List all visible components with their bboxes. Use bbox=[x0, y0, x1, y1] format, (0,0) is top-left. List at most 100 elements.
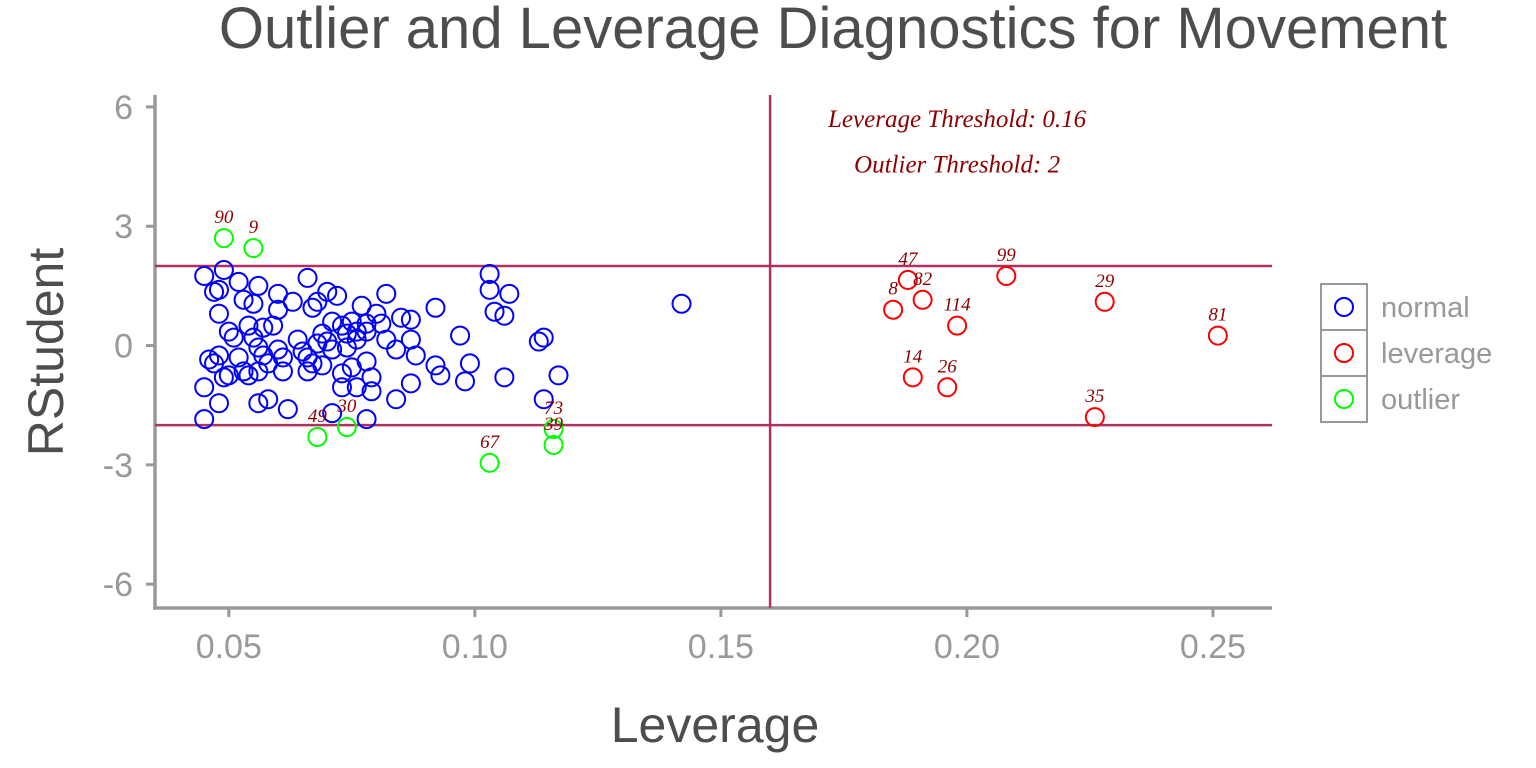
normal-point bbox=[208, 303, 229, 324]
point-label: 49 bbox=[308, 406, 328, 427]
normal-point bbox=[366, 303, 387, 324]
legend-label-outlier: outlier bbox=[1381, 384, 1460, 416]
normal-point bbox=[272, 347, 293, 368]
normal-point bbox=[218, 365, 239, 386]
y-tick-label: -6 bbox=[103, 566, 133, 604]
x-tick-label: 0.25 bbox=[1180, 628, 1246, 666]
point-label: 35 bbox=[1084, 386, 1104, 407]
normal-point bbox=[248, 275, 269, 296]
y-axis-title: RStudent bbox=[18, 248, 74, 457]
point-label: 90 bbox=[214, 207, 234, 228]
normal-point bbox=[376, 283, 397, 304]
chart-title: Outlier and Leverage Diagnostics for Mov… bbox=[219, 0, 1447, 61]
leverage-point bbox=[1094, 291, 1115, 312]
normal-point bbox=[455, 371, 476, 392]
normal-point bbox=[405, 345, 426, 366]
outlier-point bbox=[307, 427, 328, 447]
normal-point bbox=[528, 331, 549, 352]
normal-point bbox=[238, 315, 259, 336]
normal-point bbox=[479, 263, 500, 284]
normal-point bbox=[238, 365, 259, 386]
y-tick-label: 0 bbox=[114, 328, 133, 366]
normal-point bbox=[533, 389, 554, 410]
normal-point bbox=[208, 345, 229, 366]
legend: normal leverage outlier bbox=[1320, 283, 1492, 423]
point-label: 9 bbox=[249, 217, 259, 238]
normal-point bbox=[243, 327, 264, 348]
normal-point bbox=[322, 403, 343, 424]
normal-point bbox=[248, 361, 269, 382]
normal-point bbox=[361, 367, 382, 388]
normal-point bbox=[499, 283, 520, 304]
normal-point bbox=[391, 307, 412, 328]
normal-point bbox=[479, 279, 500, 300]
leverage-point bbox=[897, 269, 918, 290]
normal-point bbox=[322, 339, 343, 360]
normal-point bbox=[272, 361, 293, 382]
normal-point bbox=[223, 327, 244, 348]
x-tick-label: 0.20 bbox=[934, 628, 1000, 666]
normal-point bbox=[194, 409, 215, 430]
normal-point bbox=[322, 311, 343, 332]
legend-label-normal: normal bbox=[1381, 292, 1470, 324]
outlier-point bbox=[479, 452, 500, 473]
leverage-point bbox=[1207, 325, 1228, 346]
normal-point bbox=[484, 301, 505, 322]
legend-key-outlier bbox=[1320, 375, 1368, 423]
normal-point bbox=[312, 355, 333, 376]
outlier-point bbox=[213, 228, 234, 249]
normal-point bbox=[356, 409, 377, 430]
point-label: 30 bbox=[336, 396, 357, 417]
normal-point bbox=[208, 393, 229, 414]
normal-point bbox=[258, 389, 279, 410]
normal-point bbox=[233, 361, 254, 382]
x-tick-label: 0.10 bbox=[442, 628, 508, 666]
leverage-point bbox=[996, 265, 1017, 286]
normal-point bbox=[228, 347, 249, 368]
y-tick-label: 6 bbox=[114, 89, 133, 127]
normal-point bbox=[450, 325, 471, 346]
normal-point bbox=[199, 349, 220, 370]
point-label: 8 bbox=[888, 279, 898, 300]
normal-point bbox=[376, 329, 397, 350]
normal-point bbox=[233, 289, 254, 310]
y-tick-label: 3 bbox=[114, 208, 133, 246]
normal-point bbox=[194, 377, 215, 398]
x-tick-label: 0.15 bbox=[688, 628, 754, 666]
normal-point bbox=[302, 297, 323, 318]
normal-point bbox=[331, 377, 352, 398]
point-label: 99 bbox=[997, 245, 1017, 266]
normal-point bbox=[218, 321, 239, 342]
normal-point bbox=[361, 381, 382, 402]
leverage-point bbox=[1084, 407, 1105, 428]
point-label: 26 bbox=[938, 356, 958, 377]
normal-point bbox=[287, 329, 308, 350]
leverage-point bbox=[912, 289, 933, 310]
normal-point bbox=[243, 293, 264, 314]
normal-point bbox=[307, 291, 328, 312]
normal-point bbox=[425, 297, 446, 318]
normal-point bbox=[336, 323, 357, 344]
point-label: 14 bbox=[903, 346, 923, 367]
normal-point bbox=[671, 293, 692, 314]
point-label: 39 bbox=[543, 414, 564, 435]
leverage-point bbox=[937, 377, 958, 398]
normal-point bbox=[341, 311, 362, 332]
normal-point bbox=[208, 279, 229, 300]
normal-point bbox=[494, 367, 515, 388]
point-label: 114 bbox=[944, 295, 972, 316]
legend-label-leverage: leverage bbox=[1381, 338, 1492, 370]
leverage-point bbox=[883, 299, 904, 320]
outlier-threshold-annotation: Outlier Threshold: 2 bbox=[854, 152, 1060, 179]
legend-marker-leverage bbox=[1334, 343, 1354, 363]
normal-point bbox=[317, 281, 338, 302]
leverage-point bbox=[902, 367, 923, 388]
normal-point bbox=[213, 259, 234, 280]
normal-point bbox=[194, 265, 215, 286]
normal-point bbox=[327, 285, 348, 306]
normal-point bbox=[386, 339, 407, 360]
x-tick-label: 0.05 bbox=[196, 628, 262, 666]
normal-point bbox=[386, 389, 407, 410]
point-label: 47 bbox=[898, 249, 919, 270]
